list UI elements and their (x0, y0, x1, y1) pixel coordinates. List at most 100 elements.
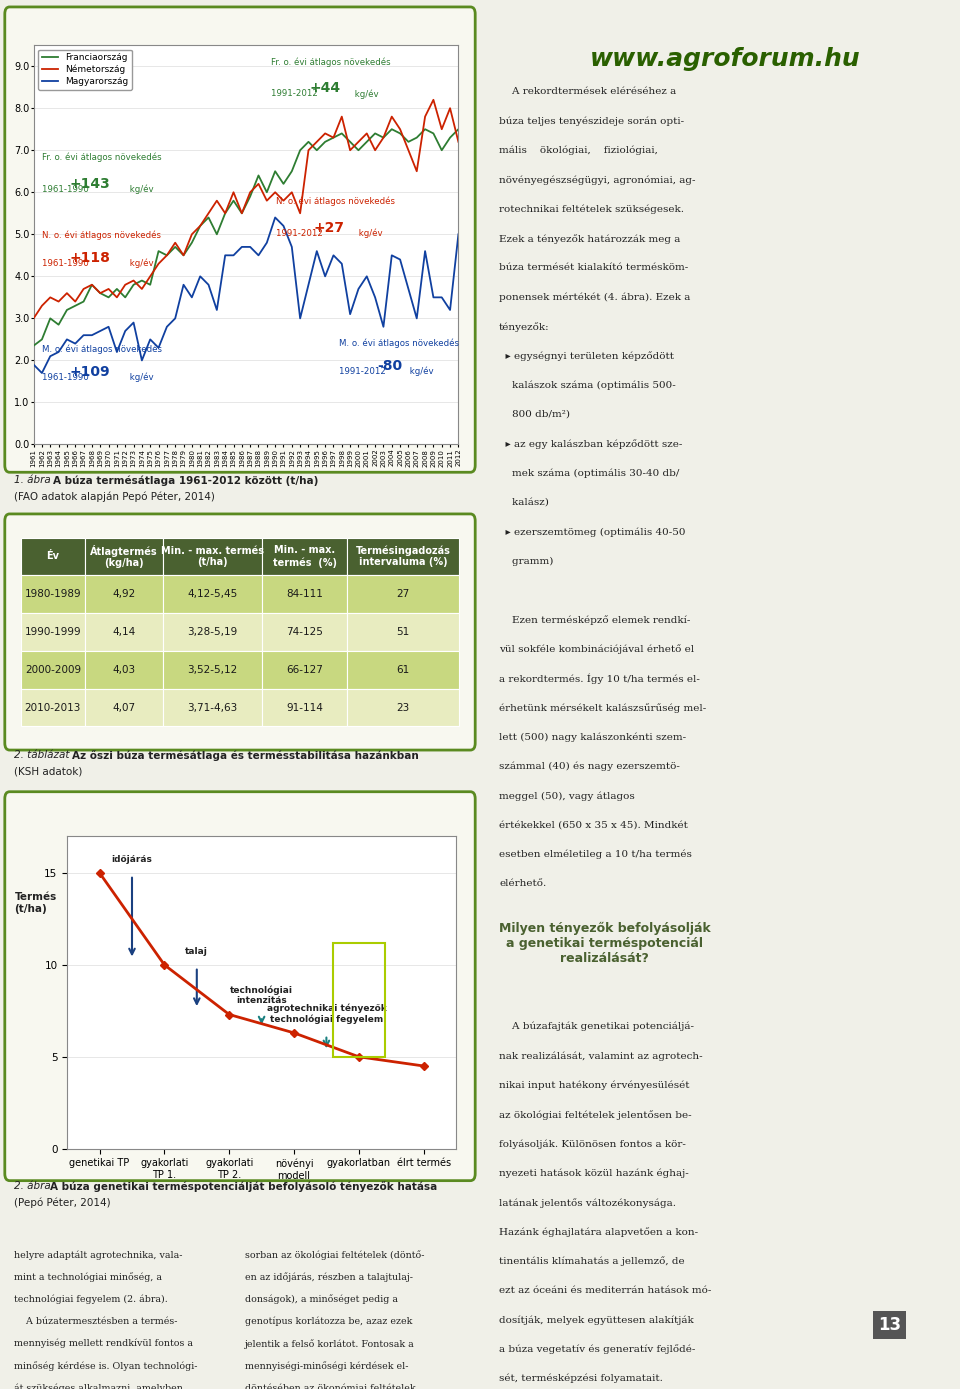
Text: elérhető.: elérhető. (499, 879, 546, 889)
Text: -80: -80 (377, 358, 403, 372)
Text: dosítják, melyek együttesen alakítják: dosítják, melyek együttesen alakítják (499, 1315, 694, 1325)
Text: folyásolják. Különösen fontos a kör-: folyásolják. Különösen fontos a kör- (499, 1139, 685, 1149)
Text: 1961-1990: 1961-1990 (42, 185, 91, 194)
Text: 84-111: 84-111 (286, 589, 323, 599)
Text: 1991-2012: 1991-2012 (272, 89, 321, 99)
FancyBboxPatch shape (262, 689, 348, 726)
FancyBboxPatch shape (21, 651, 84, 689)
FancyBboxPatch shape (21, 613, 84, 651)
FancyBboxPatch shape (84, 689, 163, 726)
FancyBboxPatch shape (163, 689, 262, 726)
Text: Fr. o. évi átlagos növekedés: Fr. o. évi átlagos növekedés (42, 153, 161, 163)
Text: 4,12-5,45: 4,12-5,45 (187, 589, 238, 599)
Text: 1980-1989: 1980-1989 (25, 589, 82, 599)
Text: en az időjárás, részben a talajtulaj-: en az időjárás, részben a talajtulaj- (245, 1272, 413, 1282)
Text: 800 db/m²): 800 db/m²) (499, 410, 570, 419)
Text: ▸ egységnyi területen képződött: ▸ egységnyi területen képződött (499, 351, 674, 361)
Text: N. o. évi átlagos növekedés: N. o. évi átlagos növekedés (276, 197, 395, 207)
Text: vül sokféle kombinációjával érhető el: vül sokféle kombinációjával érhető el (499, 644, 694, 654)
Text: 1991-2012: 1991-2012 (276, 229, 325, 238)
Text: kg/év: kg/év (407, 367, 434, 376)
Text: kg/év: kg/év (127, 258, 154, 268)
Text: nikai input hatékony érvényesülését: nikai input hatékony érvényesülését (499, 1081, 689, 1090)
Text: +143: +143 (70, 176, 110, 190)
Text: mennyiségi-minőségi kérdések el-: mennyiségi-minőségi kérdések el- (245, 1361, 408, 1371)
Text: 2010-2013: 2010-2013 (25, 703, 81, 713)
Text: Ezek a tényezők határozzák meg a: Ezek a tényezők határozzák meg a (499, 233, 681, 243)
FancyBboxPatch shape (348, 575, 459, 613)
Text: M. o. évi átlagos növekedés: M. o. évi átlagos növekedés (42, 344, 162, 354)
Text: 13: 13 (877, 1315, 901, 1333)
Text: kalász): kalász) (499, 497, 549, 507)
Text: A búza genetikai terméspotenciálját befolyásoló tényezők hatása: A búza genetikai terméspotenciálját befo… (50, 1181, 437, 1192)
FancyBboxPatch shape (348, 651, 459, 689)
Text: A búzatermesztésben a termés-: A búzatermesztésben a termés- (14, 1317, 178, 1325)
Text: Fr. o. évi átlagos növekedés: Fr. o. évi átlagos növekedés (272, 57, 391, 67)
Text: meggel (50), vagy átlagos: meggel (50), vagy átlagos (499, 792, 635, 801)
Text: Átlagtermés
(kg/ha): Átlagtermés (kg/ha) (90, 544, 157, 568)
FancyBboxPatch shape (348, 613, 459, 651)
FancyBboxPatch shape (21, 689, 84, 726)
Text: 2000-2009: 2000-2009 (25, 665, 81, 675)
Text: (KSH adatok): (KSH adatok) (14, 767, 83, 776)
Text: 1. ábra: 1. ábra (14, 475, 55, 485)
Text: M. o. évi átlagos növekedés: M. o. évi átlagos növekedés (340, 339, 460, 349)
Text: a búza vegetatív és generatív fejlődé-: a búza vegetatív és generatív fejlődé- (499, 1345, 695, 1354)
Text: ▸ ezerszemtömeg (optimális 40-50: ▸ ezerszemtömeg (optimális 40-50 (499, 528, 685, 536)
Text: 61: 61 (396, 665, 410, 675)
Text: érhetünk mérsékelt kalászsűrűség mel-: érhetünk mérsékelt kalászsűrűség mel- (499, 703, 707, 713)
FancyBboxPatch shape (163, 575, 262, 613)
Text: gramm): gramm) (499, 557, 553, 565)
Text: mek száma (optimális 30-40 db/: mek száma (optimális 30-40 db/ (499, 468, 680, 478)
Text: nyezeti hatások közül hazánk éghaj-: nyezeti hatások közül hazánk éghaj- (499, 1168, 688, 1178)
Text: 3,28-5,19: 3,28-5,19 (187, 626, 238, 638)
Text: Év: Év (46, 551, 60, 561)
Text: az ökológiai feltételek jelentősen be-: az ökológiai feltételek jelentősen be- (499, 1110, 691, 1120)
Text: A búzafajták genetikai potenciáljá-: A búzafajták genetikai potenciáljá- (499, 1022, 694, 1032)
Text: Ezen termésképző elemek rendkí-: Ezen termésképző elemek rendkí- (499, 615, 690, 625)
Text: mális    ökológiai,    fiziológiai,: mális ökológiai, fiziológiai, (499, 146, 658, 156)
Text: helyre adaptált agrotechnika, vala-: helyre adaptált agrotechnika, vala- (14, 1250, 183, 1260)
Text: +118: +118 (70, 251, 110, 265)
Text: búza termését kialakító termésköm-: búza termését kialakító termésköm- (499, 264, 688, 272)
Text: értékekkel (650 x 35 x 45). Mindkét: értékekkel (650 x 35 x 45). Mindkét (499, 821, 688, 829)
Text: 66-127: 66-127 (286, 665, 323, 675)
Text: genotípus korlátozza be, azaz ezek: genotípus korlátozza be, azaz ezek (245, 1317, 412, 1326)
Text: kg/év: kg/év (352, 89, 379, 99)
FancyBboxPatch shape (84, 575, 163, 613)
Text: 3,71-4,63: 3,71-4,63 (187, 703, 238, 713)
Legend: Franciaország, Németország, Magyarország: Franciaország, Németország, Magyarország (38, 50, 132, 90)
Text: minőség kérdése is. Olyan technológi-: minőség kérdése is. Olyan technológi- (14, 1361, 198, 1371)
Text: át szükséges alkalmazni, amelyben: át szükséges alkalmazni, amelyben (14, 1383, 183, 1389)
FancyBboxPatch shape (262, 538, 348, 575)
Text: latának jelentős változékonysága.: latának jelentős változékonysága. (499, 1197, 676, 1207)
Text: döntésében az ökonómiai feltételek,: döntésében az ökonómiai feltételek, (245, 1383, 419, 1389)
Text: +44: +44 (310, 81, 341, 94)
Text: időjárás: időjárás (111, 854, 153, 864)
Text: nak realizálását, valamint az agrotech-: nak realizálását, valamint az agrotech- (499, 1051, 703, 1061)
Text: 1991-2012: 1991-2012 (340, 367, 389, 375)
Text: 4,03: 4,03 (112, 665, 135, 675)
FancyBboxPatch shape (84, 538, 163, 575)
Text: 1961-1990: 1961-1990 (42, 372, 91, 382)
Text: agrotechnikai tényezők
technológiai fegyelem: agrotechnikai tényezők technológiai fegy… (267, 1003, 386, 1024)
Text: +109: +109 (70, 364, 110, 379)
Text: technológiai fegyelem (2. ábra).: technológiai fegyelem (2. ábra). (14, 1295, 168, 1304)
FancyBboxPatch shape (262, 651, 348, 689)
FancyBboxPatch shape (21, 575, 84, 613)
Text: kg/év: kg/év (127, 372, 154, 382)
Text: mennyiség mellett rendkívül fontos a: mennyiség mellett rendkívül fontos a (14, 1339, 193, 1349)
Text: esetben elméletileg a 10 t/ha termés: esetben elméletileg a 10 t/ha termés (499, 850, 692, 860)
Text: sorban az ökológiai feltételek (döntő-: sorban az ökológiai feltételek (döntő- (245, 1250, 424, 1260)
Text: www.agroforum.hu: www.agroforum.hu (589, 47, 860, 71)
Text: ezt az óceáni és mediterrán hatások mó-: ezt az óceáni és mediterrán hatások mó- (499, 1286, 711, 1295)
Text: +27: +27 (314, 221, 345, 235)
FancyBboxPatch shape (84, 651, 163, 689)
Text: technológiai
intenzitás: technológiai intenzitás (230, 985, 293, 1006)
Text: 74-125: 74-125 (286, 626, 323, 638)
Text: A búza termésátlaga 1961-2012 között (t/ha): A búza termésátlaga 1961-2012 között (t/… (53, 475, 318, 486)
Text: ▸ az egy kalászban képződött sze-: ▸ az egy kalászban képződött sze- (499, 439, 683, 449)
Text: 4,14: 4,14 (112, 626, 135, 638)
Text: 91-114: 91-114 (286, 703, 323, 713)
FancyBboxPatch shape (84, 613, 163, 651)
